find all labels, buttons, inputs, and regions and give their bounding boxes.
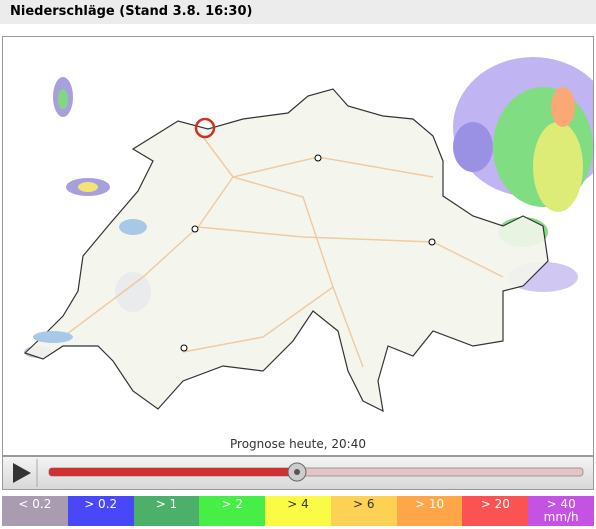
legend-item: < 0.2: [2, 496, 68, 526]
legend-label: > 10: [415, 497, 445, 511]
slider-progress: [49, 468, 297, 476]
legend-item: > 6: [330, 496, 397, 526]
legend-item: > 1: [133, 496, 200, 526]
legend-unit: mm/h: [543, 510, 579, 524]
controls-canvas: [13, 459, 584, 487]
legend-label: > 1: [155, 497, 178, 511]
switzerland: [23, 88, 549, 413]
legend-label: > 40: [546, 497, 576, 511]
legend-item: > 2: [199, 496, 266, 526]
title: Niederschläge (Stand 3.8. 16:30): [10, 4, 253, 19]
legend-label: > 4: [287, 497, 309, 511]
play-button[interactable]: [13, 463, 31, 483]
legend-label: > 20: [480, 497, 510, 511]
player-controls: [2, 456, 594, 490]
map[interactable]: Prognose heute, 20:40: [2, 36, 594, 456]
map-canvas: [23, 57, 593, 413]
legend-item: > 0.2: [67, 496, 134, 526]
location-marker: [194, 117, 216, 139]
legend: < 0.2 > 0.2 > 1 > 2 > 4 > 6 > 10 > 20 > 40 mm/h: [2, 496, 595, 526]
cities: [180, 154, 436, 352]
legend-item: > 20: [462, 496, 529, 526]
legend-label: < 0.2: [18, 497, 52, 511]
roads: [62, 136, 504, 368]
legend-label: > 6: [353, 497, 375, 511]
caption: Prognose heute, 20:40: [230, 437, 366, 451]
legend-item: > 40 mm/h: [528, 496, 595, 526]
legend-label: > 2: [221, 497, 243, 511]
legend-item: > 10: [396, 496, 463, 526]
legend-label: > 0.2: [84, 497, 118, 511]
title-bar: Niederschläge (Stand 3.8. 16:30): [0, 0, 596, 24]
legend-item: > 4: [265, 496, 331, 526]
radar: [24, 57, 593, 358]
